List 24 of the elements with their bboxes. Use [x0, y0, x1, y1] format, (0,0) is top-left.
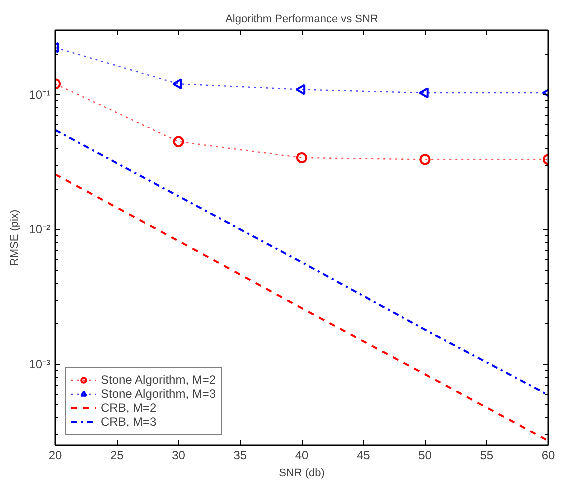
legend-label: CRB, M=2 [101, 401, 157, 415]
chart-title: Algorithm Performance vs SNR [226, 14, 378, 26]
x-axis-title: SNR (db) [279, 468, 325, 480]
x-tick-label: 40 [295, 448, 309, 462]
legend-label: Stone Algorithm, M=2 [101, 373, 216, 387]
x-tick-label: 30 [172, 448, 186, 462]
line-series [56, 174, 548, 442]
y-axis-title: RMSE (pix) [9, 210, 22, 266]
legend-label: Stone Algorithm, M=3 [101, 387, 216, 401]
x-tick-label: 50 [418, 448, 432, 462]
y-tick-label: 10⁻¹ [29, 88, 51, 102]
y-tick-label: 10⁻³ [29, 357, 51, 372]
x-tick-label: 45 [356, 448, 371, 462]
x-tick-label: 35 [234, 448, 248, 462]
y-tick-label: 10⁻² [29, 222, 51, 237]
point [296, 84, 306, 96]
x-tick-label: 55 [480, 448, 494, 462]
legend-label: CRB, M=3 [101, 415, 157, 429]
x-tick-label: 25 [110, 448, 124, 462]
point [173, 136, 184, 148]
x-tick-label: 60 [542, 448, 556, 462]
point [419, 88, 429, 99]
point [296, 152, 308, 164]
x-tick-label: 20 [48, 448, 62, 462]
